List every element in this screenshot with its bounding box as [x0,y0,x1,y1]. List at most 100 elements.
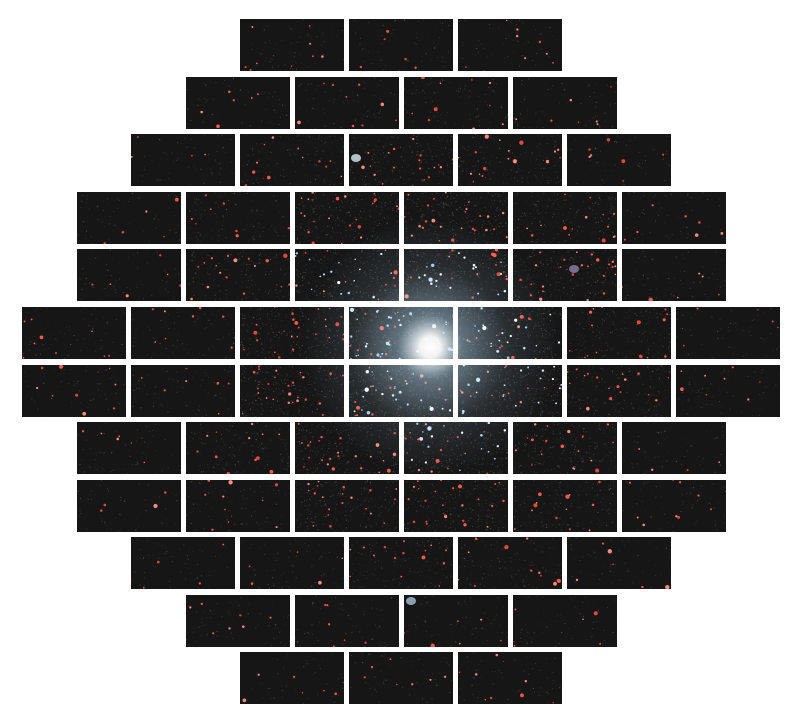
star [433,166,436,169]
star [410,458,413,461]
star [344,195,347,198]
star [418,224,421,228]
star [297,147,300,150]
star [550,119,553,122]
star [664,308,667,311]
star [419,154,422,157]
star [424,461,428,464]
star [364,641,367,644]
star-field [77,249,181,301]
ccd-chip [513,77,617,129]
star [539,297,543,301]
star-field [295,422,399,474]
star [348,224,352,227]
star [424,423,427,426]
star [283,330,285,332]
star [419,167,422,170]
star [389,658,392,661]
star [672,480,674,482]
star [151,308,154,311]
star [559,157,561,159]
star [412,137,415,141]
star [469,395,472,397]
star [383,545,387,549]
star [302,376,305,379]
star [461,412,464,415]
star [91,330,93,333]
ccd-chip [513,192,617,244]
star [519,400,523,404]
star-field [404,422,508,474]
star [379,325,384,331]
star [410,234,414,237]
star [321,459,324,462]
star [265,397,268,399]
star [404,437,407,440]
star [718,293,720,296]
star [584,215,588,219]
star [458,484,462,489]
star [569,350,571,352]
star [503,271,505,273]
star [390,377,393,380]
star [342,374,344,377]
star [601,542,605,545]
star [682,344,685,347]
star [515,118,518,121]
ccd-chip [349,652,453,704]
star [616,385,620,389]
star [295,252,298,255]
star [131,155,133,158]
ccd-chip [22,307,126,359]
star [197,265,200,268]
star [112,407,116,410]
star [424,499,427,502]
star [720,231,724,235]
star [265,259,269,263]
star [404,57,407,61]
star [623,238,626,241]
star [496,349,500,353]
star [553,150,557,153]
star [250,582,254,585]
star [315,333,317,336]
star-field [131,537,235,589]
star [747,398,750,401]
star [538,492,542,497]
ccd-chip [186,422,290,474]
ccd-chip [567,134,671,186]
star [565,494,570,499]
star [353,410,356,413]
star-field [567,307,671,359]
star [340,242,343,244]
star [650,468,654,472]
star [81,430,85,433]
star [432,324,437,329]
star [216,381,220,385]
star [490,342,492,345]
star [431,218,436,223]
star-field [351,19,450,71]
star [340,175,343,178]
star-field [622,422,726,474]
star [587,265,589,268]
star [435,279,438,283]
star [288,283,290,286]
star [383,522,385,524]
ccd-chip [240,134,344,186]
ccd-chip [77,249,181,301]
star [387,152,390,154]
star [296,335,299,338]
star [560,444,565,448]
ccd-chip [513,422,617,474]
star [425,520,428,523]
star [254,458,257,462]
star [596,258,600,262]
star-field [677,366,780,417]
star [588,155,591,158]
star-field [241,537,344,589]
star [526,437,529,439]
star [297,326,300,329]
star [460,431,464,434]
star-field [513,77,617,129]
